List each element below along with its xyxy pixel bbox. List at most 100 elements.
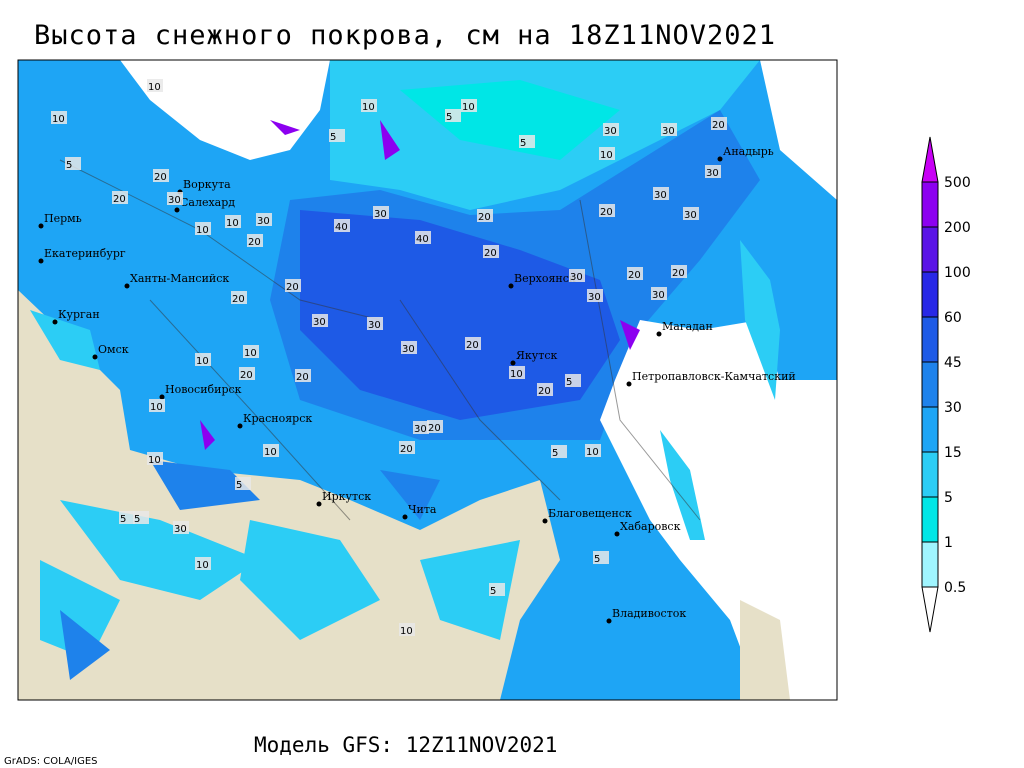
colorbar-segment (921, 181, 939, 228)
colorbar-label: 15 (944, 445, 962, 461)
contour-label: 10 (264, 447, 277, 458)
city-dot (159, 394, 165, 400)
contour-label: 30 (174, 524, 187, 535)
city-label: Анадырь (723, 145, 774, 158)
contour-label: 10 (148, 455, 161, 466)
colorbar-segment (921, 541, 939, 588)
contour-label: 30 (654, 190, 667, 201)
contour-label-bg (65, 157, 81, 170)
contour-label-bg (461, 99, 477, 112)
contour-label-bg (247, 234, 263, 247)
city-label: Магадан (662, 320, 713, 333)
contour-label-bg (593, 551, 609, 564)
contour-label: 10 (196, 356, 209, 367)
contour-label: 10 (510, 369, 523, 380)
colorbar-segment (921, 136, 939, 183)
contour-label: 30 (368, 320, 381, 331)
contour-label: 30 (257, 216, 270, 227)
colorbar-segment (921, 361, 939, 408)
contour-label-bg (133, 511, 149, 524)
contour-label: 10 (196, 560, 209, 571)
contour-label: 20 (400, 444, 413, 455)
city-dot (626, 381, 632, 387)
city-dot (38, 223, 44, 229)
contour-label: 30 (684, 210, 697, 221)
contour-label: 40 (416, 234, 429, 245)
city-dot (606, 618, 612, 624)
contour-label-bg (427, 420, 443, 433)
city-layer: Воркута Салехард Пермь Екатеринбург Ханты-Ма… (38, 145, 796, 624)
contour-label-bg (711, 117, 727, 130)
contour-label: 5 (552, 448, 558, 459)
contour-label: 20 (600, 207, 613, 218)
contour-label-bg (651, 287, 667, 300)
city-dot (52, 319, 58, 325)
contour-label: 10 (52, 114, 65, 125)
contour-label-bg (263, 444, 279, 457)
contour-label: 10 (400, 626, 413, 637)
city-dot (614, 531, 620, 537)
colorbar-label: 45 (944, 355, 962, 371)
contour-label: 20 (484, 248, 497, 259)
city-dot (92, 354, 98, 360)
city-label: Иркутск (322, 490, 371, 503)
city-dot (717, 156, 723, 162)
contour-label-bg (445, 109, 461, 122)
city-label: Благовещенск (548, 507, 632, 520)
city-dot (316, 501, 322, 507)
contour-label: 5 (490, 586, 496, 597)
contour-label-bg (509, 366, 525, 379)
contour-label-bg (603, 123, 619, 136)
contour-label-bg (195, 353, 211, 366)
colorbar-segment (921, 271, 939, 318)
contour-label: 20 (478, 212, 491, 223)
contour-label: 20 (248, 237, 261, 248)
title: Высота снежного покрова, см на 18Z11NOV2… (34, 20, 776, 51)
contour-label-bg (661, 123, 677, 136)
colorbar-label: 60 (944, 310, 962, 326)
city-dot (38, 258, 44, 264)
city-label: Владивосток (612, 607, 686, 620)
contour-label: 5 (120, 514, 126, 525)
contour-label: 30 (588, 292, 601, 303)
city-label: Чита (408, 503, 437, 516)
contour-label: 10 (586, 447, 599, 458)
city-dot (508, 283, 514, 289)
contour-label: 10 (600, 150, 613, 161)
city-label: Новосибирск (165, 383, 242, 396)
contour-label: 20 (240, 370, 253, 381)
contour-label: 5 (236, 480, 242, 491)
city-label: Омск (98, 343, 129, 356)
colorbar-label: 5 (944, 490, 953, 506)
contour-label-bg (167, 192, 183, 205)
colorbar-label: 200 (944, 220, 971, 236)
contour-label-bg (195, 222, 211, 235)
city-dot (402, 514, 408, 520)
contour-label-bg (569, 269, 585, 282)
contour-label-bg (587, 289, 603, 302)
city-dot (124, 283, 130, 289)
contour-label-bg (683, 207, 699, 220)
city-label: Красноярск (243, 412, 312, 425)
city-dot (237, 423, 243, 429)
contour-label-bg (153, 169, 169, 182)
model-caption: Модель GFS: 12Z11NOV2021 (254, 733, 557, 757)
contour-label: 5 (594, 554, 600, 565)
city-label: Хабаровск (620, 520, 681, 533)
contour-label: 10 (148, 82, 161, 93)
contour-label: 30 (662, 126, 675, 137)
colorbar-label: 0.5 (944, 580, 966, 596)
contour-label: 20 (428, 423, 441, 434)
contour-label-bg (256, 213, 272, 226)
contour-label-bg (627, 267, 643, 280)
colorbar-segment (921, 496, 939, 543)
contour-label-bg (195, 557, 211, 570)
contour-label: 10 (226, 218, 239, 229)
contour-label-bg (519, 135, 535, 148)
contour-label: 30 (402, 344, 415, 355)
contour-label-bg (489, 583, 505, 596)
contour-label-bg (551, 445, 567, 458)
contour-label-bg (361, 99, 377, 112)
